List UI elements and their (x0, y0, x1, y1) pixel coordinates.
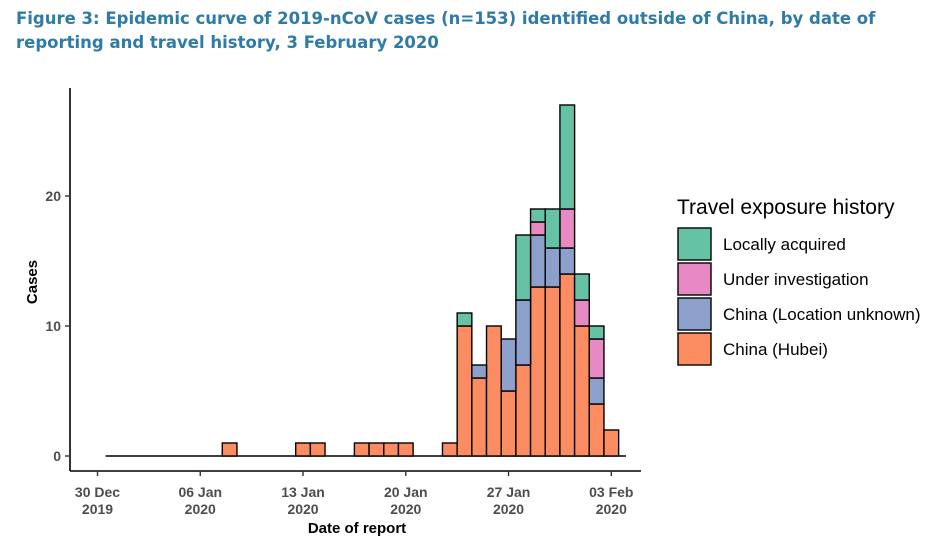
legend-label: Locally acquired (723, 235, 846, 254)
legend-label: China (Hubei) (723, 340, 828, 359)
bar-segment (309, 442, 326, 457)
x-tick-label: 06 Jan (178, 484, 222, 500)
bar-segment (544, 247, 561, 288)
bar-segment (529, 286, 546, 457)
y-tick-label: 20 (45, 188, 61, 204)
bar-segment (559, 104, 576, 210)
bar-segment (573, 299, 590, 327)
bar-segment (559, 247, 576, 275)
x-tick-label-year: 2020 (185, 501, 216, 517)
y-axis: 0 10 20 (45, 188, 70, 464)
bar-segment (515, 299, 532, 366)
legend-swatch (677, 262, 712, 296)
x-tick-label-year: 2020 (596, 501, 627, 517)
x-tick-label: 20 Jan (384, 484, 428, 500)
bar-segment (456, 325, 473, 457)
plot-area (105, 104, 626, 457)
legend-title: Travel exposure history (677, 196, 895, 219)
y-tick-label: 10 (45, 318, 61, 334)
bar-segment (515, 234, 532, 301)
x-tick-label-year: 2020 (493, 501, 524, 517)
bar-segment (383, 442, 400, 457)
bar-segment (588, 338, 605, 379)
bar-segment (294, 442, 312, 457)
y-axis-title: Cases (24, 260, 41, 304)
bar-segment (397, 442, 414, 457)
bar-segment (588, 325, 605, 340)
x-tick-label: 30 Dec (75, 484, 120, 500)
y-tick-label: 0 (53, 448, 61, 464)
x-axis-title: Date of report (308, 520, 406, 537)
x-tick-label: 27 Jan (487, 484, 531, 500)
bar-segment (471, 377, 488, 457)
x-tick-label-year: 2020 (287, 501, 318, 517)
x-tick-label: 03 Feb (589, 484, 633, 500)
bar-segment (588, 377, 605, 405)
bar-segment (456, 312, 473, 327)
bar-segment (500, 390, 517, 457)
x-tick-label-year: 2019 (82, 501, 113, 517)
legend-swatch (677, 332, 712, 366)
bar-segment (500, 338, 517, 392)
bar-segment (368, 442, 385, 457)
bar-segment (353, 442, 370, 457)
bar-segment (485, 325, 502, 457)
x-tick-label: 13 Jan (281, 484, 325, 500)
bar-segment (515, 364, 532, 457)
legend-label: China (Location unknown) (723, 305, 921, 324)
bar-segment (529, 234, 546, 288)
bar-segment (588, 403, 605, 457)
bar-segment (544, 208, 561, 249)
legend-swatch (677, 227, 712, 261)
bar-segment (544, 286, 561, 457)
figure-title: Figure 3: Epidemic curve of 2019-nCoV ca… (16, 9, 876, 52)
bar-segment (603, 429, 620, 457)
legend: Travel exposure history Locally acquired… (677, 196, 921, 366)
legend-label: Under investigation (723, 270, 869, 289)
bar-segment (529, 208, 546, 223)
bar-segment (529, 221, 546, 236)
bar-segment (559, 273, 576, 457)
bar-segment (573, 273, 590, 301)
bar-segment (441, 442, 458, 457)
bar-segment (471, 364, 488, 379)
bar-segment (221, 442, 238, 457)
bar-segment (573, 325, 590, 457)
legend-swatch (677, 297, 712, 331)
bar-segment (559, 208, 576, 249)
x-tick-label-year: 2020 (390, 501, 421, 517)
